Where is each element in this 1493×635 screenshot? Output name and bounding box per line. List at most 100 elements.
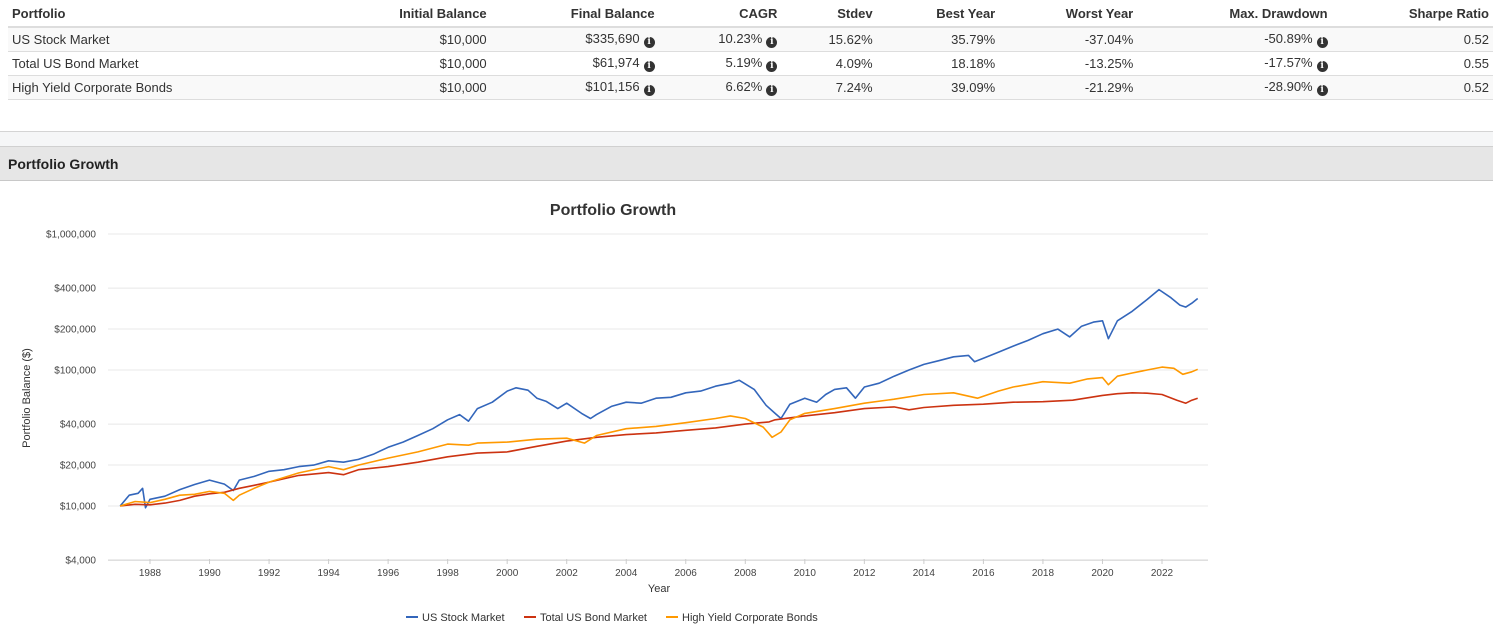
table-row: High Yield Corporate Bonds $10,000 $101,… [8,75,1493,100]
cagr-cell: 10.23% i [658,27,782,52]
x-tick-label: 2016 [972,568,995,579]
y-tick-label: $200,000 [54,325,96,336]
column-header-sharpe-ratio[interactable]: Sharpe Ratio [1331,0,1493,28]
legend-item[interactable]: Total US Bond Market [524,612,647,624]
x-tick-label: 2018 [1032,568,1055,579]
info-icon[interactable]: i [1316,37,1328,48]
column-header-worst-year[interactable]: Worst Year [999,0,1138,28]
x-tick-label: 2002 [556,568,579,579]
final-balance: $335,690 [585,31,640,46]
sharpe-ratio: 0.52 [1331,27,1493,52]
chart-title: Portfolio Growth [550,202,676,219]
cagr-cell: 6.62% i [658,75,782,100]
worst-year: -13.25% [999,51,1138,76]
x-tick-label: 2014 [913,568,936,579]
cagr: 6.62% [725,79,763,94]
section-divider [0,131,1493,147]
x-tick-label: 2004 [615,568,638,579]
x-tick-label: 1994 [317,568,340,579]
x-tick-label: 2010 [794,568,817,579]
cagr: 5.19% [725,55,763,70]
info-icon[interactable]: i [643,37,655,48]
legend-item[interactable]: High Yield Corporate Bonds [666,612,818,624]
y-axis-label: Portfolio Balance ($) [21,348,33,448]
series-line-high-yield-corporate-bonds[interactable] [119,366,1199,507]
portfolio-name: US Stock Market [8,27,317,52]
info-icon[interactable]: i [1316,85,1328,96]
series-line-total-us-bond-market[interactable] [120,392,1198,507]
max-drawdown-cell: -50.89% i [1137,27,1332,52]
gridlines [108,233,1208,561]
legend-item[interactable]: US Stock Market [406,612,505,624]
max-drawdown: -50.89% [1264,31,1313,46]
x-tick-label: 2012 [853,568,876,579]
column-header-initial-balance[interactable]: Initial Balance [316,0,491,28]
y-tick-label: $20,000 [60,461,97,472]
worst-year: -21.29% [999,75,1138,100]
info-icon[interactable]: i [766,61,778,72]
x-tick-label: 2022 [1151,568,1174,579]
column-header-stdev[interactable]: Stdev [781,0,877,28]
column-header-max-drawdown[interactable]: Max. Drawdown [1137,0,1332,28]
info-icon[interactable]: i [643,85,655,96]
stdev: 4.09% [781,51,877,76]
sharpe-ratio: 0.52 [1331,75,1493,100]
max-drawdown: -28.90% [1264,79,1313,94]
legend-label: US Stock Market [422,612,505,624]
y-tick-label: $100,000 [54,366,96,377]
final-balance-cell: $61,974 i [490,51,659,76]
worst-year: -37.04% [999,27,1138,52]
series-line-us-stock-market[interactable] [119,288,1199,509]
initial-balance: $10,000 [316,75,491,100]
stdev: 15.62% [781,27,877,52]
x-tick-label: 1996 [377,568,400,579]
y-tick-label: $4,000 [65,556,96,567]
performance-summary-table: Portfolio Initial Balance Final Balance … [8,0,1493,100]
table-row: Total US Bond Market $10,000 $61,974 i 5.… [8,51,1493,76]
final-balance-cell: $101,156 i [490,75,659,100]
column-header-final-balance[interactable]: Final Balance [490,0,659,28]
info-icon[interactable]: i [766,37,778,48]
y-tick-label: $10,000 [60,502,97,513]
y-tick-label: $400,000 [54,284,96,295]
x-tick-label: 2008 [734,568,757,579]
section-title: Portfolio Growth [8,156,119,172]
info-icon[interactable]: i [643,61,655,72]
x-axis-label: Year [648,583,671,595]
portfolio-name: High Yield Corporate Bonds [8,75,317,100]
initial-balance: $10,000 [316,51,491,76]
column-header-cagr[interactable]: CAGR [658,0,782,28]
x-tick-label: 1990 [198,568,221,579]
y-tick-label: $1,000,000 [46,230,96,241]
final-balance: $101,156 [585,79,640,94]
table-header-row: Portfolio Initial Balance Final Balance … [8,0,1493,28]
max-drawdown-cell: -28.90% i [1137,75,1332,100]
legend-label: Total US Bond Market [540,612,647,624]
y-axis-ticks: $4,000 $10,000 $20,000 $40,000 $100,000 $200,… [46,230,96,567]
table-row: US Stock Market $10,000 $335,690 i 10.23%… [8,27,1493,52]
cagr: 10.23% [718,31,763,46]
column-header-best-year[interactable]: Best Year [876,0,1000,28]
info-icon[interactable]: i [766,85,778,96]
legend-label: High Yield Corporate Bonds [682,612,818,624]
column-header-portfolio[interactable]: Portfolio [8,0,317,28]
max-drawdown: -17.57% [1264,55,1313,70]
max-drawdown-cell: -17.57% i [1137,51,1332,76]
chart-legend: US Stock Market Total US Bond Market High … [406,612,818,624]
final-balance: $61,974 [592,55,640,70]
x-tick-label: 1988 [139,568,162,579]
initial-balance: $10,000 [316,27,491,52]
sharpe-ratio: 0.55 [1331,51,1493,76]
x-tick-label: 2000 [496,568,519,579]
best-year: 39.09% [876,75,1000,100]
stdev: 7.24% [781,75,877,100]
cagr-cell: 5.19% i [658,51,782,76]
portfolio-name: Total US Bond Market [8,51,317,76]
info-icon[interactable]: i [1316,61,1328,72]
x-tick-label: 2006 [675,568,698,579]
portfolio-growth-section-header: Portfolio Growth [0,146,1493,181]
series-lines [119,288,1199,509]
y-tick-label: $40,000 [60,420,97,431]
best-year: 18.18% [876,51,1000,76]
x-tick-label: 1992 [258,568,281,579]
